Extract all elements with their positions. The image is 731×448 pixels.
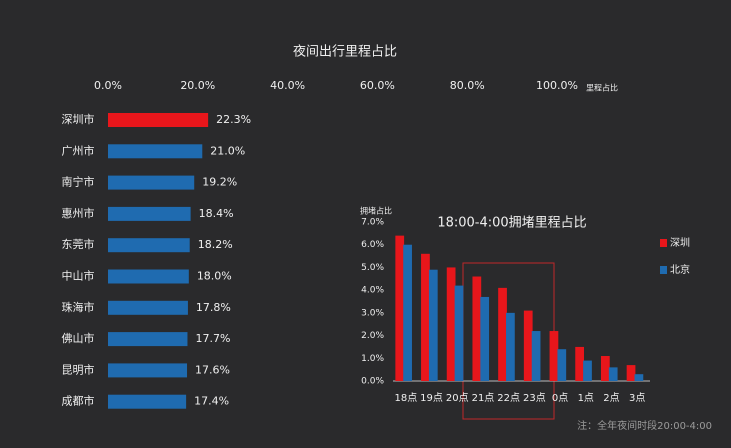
y-tick-label: 东莞市 bbox=[62, 237, 95, 251]
value-label: 17.8% bbox=[196, 301, 231, 314]
y-tick-label: 深圳市 bbox=[62, 112, 95, 126]
x-tick-label: 0点 bbox=[552, 392, 568, 404]
x-tick-label: 21点 bbox=[472, 392, 495, 404]
axis-label: 里程占比 bbox=[586, 83, 618, 93]
y-tick-label: 昆明市 bbox=[62, 362, 95, 376]
y-tick-label: 0.0% bbox=[361, 377, 384, 387]
bar bbox=[108, 300, 188, 315]
bar bbox=[600, 356, 610, 381]
chart-title: 18:00-4:00拥堵里程占比 bbox=[437, 216, 586, 231]
y-tick-label: 2.0% bbox=[361, 331, 384, 341]
bar bbox=[480, 296, 490, 381]
bar bbox=[446, 267, 456, 381]
x-tick-label: 23点 bbox=[523, 392, 546, 404]
bar bbox=[531, 331, 541, 381]
bar bbox=[523, 310, 533, 381]
bar bbox=[506, 312, 515, 381]
x-tick-label: 19点 bbox=[420, 392, 443, 404]
value-label: 22.3% bbox=[216, 113, 251, 126]
value-label: 17.4% bbox=[194, 395, 229, 408]
value-label: 18.2% bbox=[198, 238, 233, 251]
y-tick-label: 佛山市 bbox=[62, 331, 95, 345]
y-tick-label: 惠州市 bbox=[62, 206, 95, 220]
value-label: 18.0% bbox=[197, 270, 232, 283]
value-label: 19.2% bbox=[202, 176, 237, 189]
y-tick-label: 3.0% bbox=[361, 308, 384, 318]
annotation: 注：全年夜间时段20:00-4:00 bbox=[577, 419, 712, 432]
bar bbox=[428, 269, 438, 381]
bar bbox=[395, 235, 405, 381]
y-tick-label: 南宁市 bbox=[62, 175, 95, 189]
y-tick-label: 广州市 bbox=[62, 143, 95, 157]
y-tick-label: 6.0% bbox=[361, 240, 384, 250]
x-tick-label: 80.0% bbox=[450, 79, 485, 92]
y-tick-label: 成都市 bbox=[62, 394, 95, 408]
bar bbox=[108, 332, 188, 347]
y-tick-label: 珠海市 bbox=[62, 300, 95, 314]
bar bbox=[557, 349, 567, 381]
x-tick-label: 60.0% bbox=[360, 79, 395, 92]
value-label: 17.7% bbox=[195, 332, 230, 345]
legend-label: 深圳 bbox=[670, 237, 690, 249]
legend-label: 北京 bbox=[670, 263, 690, 276]
x-tick-label: 18点 bbox=[394, 392, 417, 404]
x-tick-label: 1点 bbox=[578, 392, 594, 404]
y-tick-label: 5.0% bbox=[361, 263, 384, 273]
value-label: 18.4% bbox=[199, 207, 234, 220]
chart-title: 夜间出行里程占比 bbox=[293, 45, 397, 60]
bar bbox=[108, 238, 190, 253]
bar bbox=[108, 206, 191, 221]
y-tick-label: 4.0% bbox=[361, 286, 384, 296]
bar bbox=[454, 285, 464, 381]
x-tick-label: 20点 bbox=[446, 392, 469, 404]
bar bbox=[575, 346, 585, 381]
y-tick-label: 1.0% bbox=[361, 354, 384, 364]
bar bbox=[108, 113, 209, 127]
bar bbox=[108, 144, 203, 159]
bar bbox=[108, 394, 187, 409]
x-tick-label: 22点 bbox=[497, 392, 520, 404]
bar bbox=[108, 175, 195, 190]
y-tick-label: 7.0% bbox=[361, 218, 384, 228]
bar bbox=[626, 365, 636, 381]
bar bbox=[421, 253, 430, 381]
bar bbox=[549, 331, 559, 381]
bar bbox=[498, 287, 507, 381]
bar bbox=[108, 269, 189, 284]
bar bbox=[108, 363, 188, 378]
x-tick-label: 100.0% bbox=[536, 79, 578, 92]
legend-swatch bbox=[660, 239, 667, 247]
x-tick-label: 0.0% bbox=[94, 79, 122, 92]
x-tick-label: 40.0% bbox=[270, 79, 305, 92]
x-tick-label: 2点 bbox=[603, 392, 619, 404]
bar bbox=[472, 276, 482, 381]
x-tick-label: 3点 bbox=[629, 392, 645, 404]
bar bbox=[403, 244, 412, 381]
value-label: 17.6% bbox=[195, 363, 230, 376]
x-tick-label: 20.0% bbox=[180, 79, 215, 92]
bar bbox=[634, 374, 644, 381]
bar bbox=[583, 360, 592, 381]
y-tick-label: 中山市 bbox=[62, 269, 95, 283]
value-label: 21.0% bbox=[210, 144, 245, 157]
legend-swatch bbox=[660, 266, 667, 274]
bar bbox=[608, 367, 618, 381]
axis-label: 拥堵占比 bbox=[360, 206, 392, 216]
